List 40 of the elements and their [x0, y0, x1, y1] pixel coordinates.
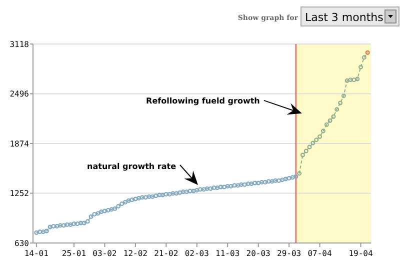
annotation: Refollowing fueld growth: [146, 96, 260, 106]
point: [307, 144, 312, 150]
point: [355, 76, 360, 82]
x-tick-label: 29-03: [277, 249, 302, 258]
annotation: natural growth rate: [87, 162, 177, 171]
x-tick-label: 02-03: [184, 249, 210, 258]
x-tick-label: 21-02: [154, 249, 178, 258]
point: [324, 122, 329, 127]
x-tick-label: 14-01: [24, 249, 49, 258]
point: [334, 107, 340, 112]
point: [320, 128, 326, 134]
y-tick-label: 630: [14, 238, 30, 248]
point: [341, 94, 346, 98]
x-tick-label: 19-04: [348, 249, 373, 258]
point: [297, 171, 302, 176]
y-tick-label: 3118: [10, 40, 30, 49]
point: [314, 138, 319, 142]
x-tick-label: 20-03: [246, 249, 271, 258]
point: [331, 114, 336, 119]
x-tick-label: 07-04: [308, 249, 332, 258]
point: [318, 134, 322, 139]
point: [344, 78, 350, 83]
x-tick-label: 03-02: [92, 249, 117, 258]
point: [310, 140, 316, 146]
point: [300, 152, 305, 158]
y-tick-label: 1252: [10, 189, 30, 198]
point: [362, 55, 366, 60]
point: [338, 100, 343, 106]
point: [352, 78, 356, 82]
x-tick-label: 25-01: [62, 249, 86, 258]
point: [348, 78, 353, 82]
y-tick-label: 2496: [10, 90, 30, 99]
point: [365, 50, 370, 55]
x-tick-label: 11-03: [216, 249, 240, 258]
x-tick-label: 12-02: [123, 249, 148, 258]
y-tick-label: 1874: [10, 139, 30, 148]
dropdown: Last 3 months: [300, 6, 400, 26]
point: [358, 64, 364, 70]
point: [304, 148, 308, 154]
point: [328, 118, 332, 123]
